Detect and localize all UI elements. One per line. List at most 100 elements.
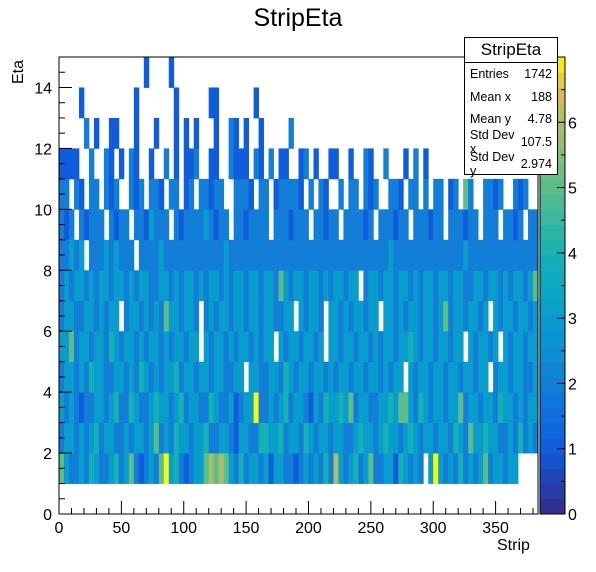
- heatmap-cell: [263, 178, 269, 210]
- heatmap-cell: [478, 270, 484, 302]
- heatmap-cell: [358, 361, 364, 393]
- heatmap-cell: [188, 148, 195, 180]
- heatmap-cell: [78, 331, 85, 363]
- heatmap-cell: [458, 361, 464, 393]
- heatmap-cell: [223, 209, 230, 241]
- heatmap-cell: [423, 392, 429, 423]
- heatmap-cell: [158, 453, 165, 484]
- heatmap-cell: [433, 270, 439, 302]
- heatmap-cell: [173, 300, 180, 332]
- heatmap-cell: [78, 87, 85, 119]
- heatmap-cell: [73, 392, 80, 423]
- palette-tick-label: 6: [568, 115, 577, 132]
- x-tick-label: 0: [55, 520, 64, 537]
- heatmap-cell: [88, 239, 95, 271]
- heatmap-cell: [378, 453, 384, 484]
- heatmap-cell: [203, 209, 210, 241]
- heatmap-cell: [328, 453, 334, 484]
- palette-band: [540, 331, 565, 347]
- heatmap-cell: [318, 331, 324, 363]
- stats-label: Std Dev y: [470, 150, 515, 179]
- heatmap-cell: [158, 361, 165, 393]
- heatmap-cell: [343, 300, 349, 332]
- heatmap-cell: [258, 392, 264, 423]
- heatmap-cell: [293, 453, 299, 484]
- heatmap-cell: [83, 392, 90, 423]
- heatmap-cell: [493, 361, 499, 393]
- heatmap-cell: [353, 422, 359, 454]
- heatmap-cell: [333, 300, 339, 332]
- heatmap-cell: [258, 148, 264, 180]
- heatmap-cell: [173, 148, 180, 180]
- heatmap-cell: [303, 361, 309, 393]
- heatmap-cell: [468, 392, 474, 423]
- heatmap-cell: [428, 270, 434, 302]
- heatmap-cell: [338, 392, 344, 423]
- heatmap-cell: [163, 392, 170, 423]
- heatmap-cell: [228, 300, 235, 332]
- heatmap-cell: [348, 331, 354, 363]
- heatmap-cell: [248, 361, 254, 393]
- heatmap-cell: [393, 422, 399, 454]
- heatmap-cell: [513, 270, 519, 302]
- heatmap-cell: [458, 331, 464, 363]
- heatmap-cell: [273, 209, 279, 241]
- heatmap-cell: [448, 209, 454, 241]
- heatmap-cell: [183, 361, 190, 393]
- heatmap-cell: [298, 209, 304, 241]
- heatmap-cell: [398, 361, 404, 393]
- heatmap-cell: [388, 361, 394, 393]
- heatmap-cell: [333, 392, 339, 423]
- heatmap-cell: [153, 178, 160, 210]
- heatmap-cell: [423, 331, 429, 363]
- heatmap-cell: [313, 331, 319, 363]
- heatmap-cell: [308, 453, 314, 484]
- heatmap-cell: [63, 239, 70, 271]
- heatmap-cell: [363, 239, 369, 271]
- heatmap-cell: [93, 422, 100, 454]
- heatmap-cell: [508, 453, 514, 484]
- heatmap-cell: [138, 453, 145, 484]
- heatmap-cell: [383, 361, 389, 393]
- heatmap-cell: [163, 270, 170, 302]
- heatmap-cell: [368, 331, 374, 363]
- heatmap-cell: [488, 209, 494, 241]
- heatmap-cell: [208, 422, 215, 454]
- heatmap-cell: [93, 117, 100, 149]
- heatmap-cell: [243, 209, 250, 241]
- heatmap-cell: [73, 178, 80, 210]
- heatmap-cell: [173, 270, 180, 302]
- heatmap-cell: [468, 270, 474, 302]
- heatmap-cell: [158, 178, 165, 210]
- heatmap-cell: [358, 331, 364, 363]
- heatmap-cell: [133, 87, 140, 119]
- heatmap-cell: [498, 300, 504, 332]
- heatmap-cell: [153, 422, 160, 454]
- heatmap-cell: [178, 392, 185, 423]
- heatmap-cell: [298, 361, 304, 393]
- heatmap-cell: [203, 239, 210, 271]
- heatmap-cell: [133, 300, 140, 332]
- heatmap-cell: [103, 331, 110, 363]
- heatmap-cell: [68, 422, 75, 454]
- heatmap-cell: [403, 209, 409, 241]
- heatmap-cell: [508, 209, 514, 241]
- heatmap-cell: [108, 300, 115, 332]
- heatmap-cell: [213, 422, 220, 454]
- heatmap-cell: [213, 392, 220, 423]
- palette-band: [540, 407, 565, 424]
- stats-row-mean-x: Mean x 188: [465, 86, 557, 109]
- heatmap-cell: [438, 209, 444, 241]
- heatmap-cell: [163, 361, 170, 393]
- heatmap-cell: [458, 392, 464, 423]
- heatmap-cell: [218, 270, 225, 302]
- heatmap-cell: [153, 361, 160, 393]
- heatmap-cell: [238, 453, 245, 484]
- heatmap-cell: [508, 392, 514, 423]
- heatmap-cell: [153, 270, 160, 302]
- heatmap-cell: [508, 300, 514, 332]
- heatmap-cell: [168, 361, 175, 393]
- heatmap-cell: [308, 392, 314, 423]
- heatmap-cell: [293, 239, 299, 271]
- heatmap-cell: [388, 270, 394, 302]
